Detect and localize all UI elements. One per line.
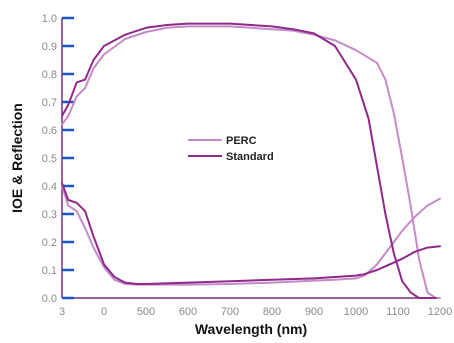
x-axis-title: Wavelength (nm): [195, 321, 307, 337]
x-tick-label: 600: [179, 306, 197, 318]
x-tick-label: 700: [221, 306, 239, 318]
series-line-perc-ioe: [61, 25, 441, 299]
y-tick-label: 0.2: [42, 237, 57, 249]
legend-label-perc: PERC: [226, 135, 257, 147]
y-tick-label: 0.3: [42, 209, 57, 221]
y-tick-label: 1.0: [42, 13, 57, 25]
y-tick-label: 0.9: [42, 41, 57, 53]
series-line-standard-ioe: [61, 22, 437, 299]
y-tick-label: 0.8: [42, 69, 57, 81]
y-tick-label: 0.7: [42, 97, 57, 109]
series-line-perc-reflection: [61, 185, 441, 286]
legend-label-standard: Standard: [226, 151, 274, 163]
x-tick-label: 3: [59, 306, 65, 318]
x-tick-label: 1100: [386, 306, 410, 318]
legend: PERC Standard: [188, 135, 274, 163]
x-tick-label: 500: [137, 306, 155, 318]
y-tick-label: 0.4: [42, 181, 57, 193]
y-tick-label: 0.6: [42, 125, 57, 137]
x-tick-label: 800: [263, 306, 281, 318]
series-layer: [61, 22, 441, 299]
series-line-standard-reflection: [61, 182, 441, 285]
y-axis-title: IOE & Reflection: [9, 103, 25, 213]
x-tick-label: 900: [305, 306, 323, 318]
x-tick-label: 1200: [428, 306, 452, 318]
y-tick-label: 0.5: [42, 153, 57, 165]
x-tick-label: 0: [101, 306, 107, 318]
y-tick-label: 0.1: [42, 265, 57, 277]
x-tick-label: 1000: [344, 306, 368, 318]
y-tick-label: 0.0: [42, 293, 57, 305]
axes-layer: 0.0 0.1 0.2 0.3 0.4 0.5 0.6 0.7 0.8 0.9 1.0 3 0 500 60…: [42, 13, 453, 318]
